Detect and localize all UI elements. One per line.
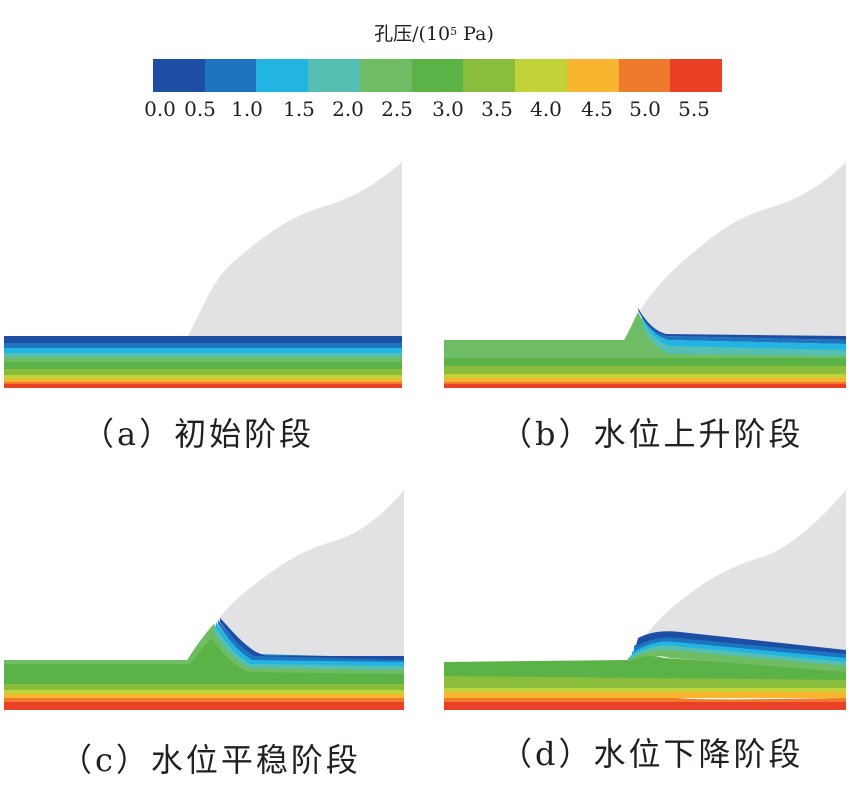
caption-c: （c）水位平稳阶段 [60,741,361,779]
panel-d-slope [630,490,846,658]
colorbar-tick-label: 3.0 [432,97,464,121]
panel-a [4,160,406,392]
colorbar-title: 孔压/(105 Pa) [0,22,868,46]
colorbar-tick-label: 2.5 [381,97,413,121]
colorbar [153,59,723,92]
colorbar-segment-7 [515,59,567,92]
panel-b-slope [640,162,846,338]
panel-d-pore-pressure-bands [444,631,846,710]
panel-a-slope [187,162,402,338]
panel-d [444,486,848,718]
panel-c-slope [218,490,404,662]
panel-b [444,160,848,392]
panel-d-figure [444,490,846,710]
colorbar-tick-label: 3.5 [481,97,513,121]
colorbar-segment-0 [153,59,205,92]
colorbar-title-exponent: 5 [450,25,458,38]
colorbar-tick-label: 4.0 [530,97,562,121]
panel-a-figure [4,162,402,388]
panel-c-pore-pressure-bands [4,618,404,710]
caption-d: （d）水位下降阶段 [500,735,804,773]
colorbar-tick-label: 0.0 [144,97,176,121]
colorbar-tick-label: 5.0 [629,97,661,121]
panel-c [4,486,406,718]
colorbar-segment-3 [308,59,360,92]
colorbar-tick-label: 2.0 [332,97,364,121]
colorbar-tick-label: 4.5 [581,97,613,121]
colorbar-segment-10 [670,59,723,92]
colorbar-segment-5 [411,59,464,92]
caption-a: （a）初始阶段 [82,415,315,453]
colorbar-tick-label: 1.0 [231,97,263,121]
panel-b-figure [444,162,846,388]
colorbar-tick-label: 5.5 [678,97,710,121]
caption-b: （b）水位上升阶段 [500,415,804,453]
colorbar-tick-label: 1.5 [283,97,315,121]
colorbar-segment-2 [256,59,309,92]
colorbar-title-main: 孔压/(10 [374,23,451,45]
panel-b-pore-pressure-bands [444,308,846,388]
colorbar-segment-8 [566,59,619,92]
colorbar-segment-1 [204,59,257,92]
colorbar-segment-4 [359,59,412,92]
panel-c-figure [4,490,404,710]
colorbar-tick-label: 0.5 [184,97,216,121]
panel-a-pore-pressure-bands [4,336,402,388]
colorbar-segment-6 [463,59,516,92]
colorbar-title-unit: Pa) [457,23,494,45]
colorbar-segment-9 [618,59,671,92]
